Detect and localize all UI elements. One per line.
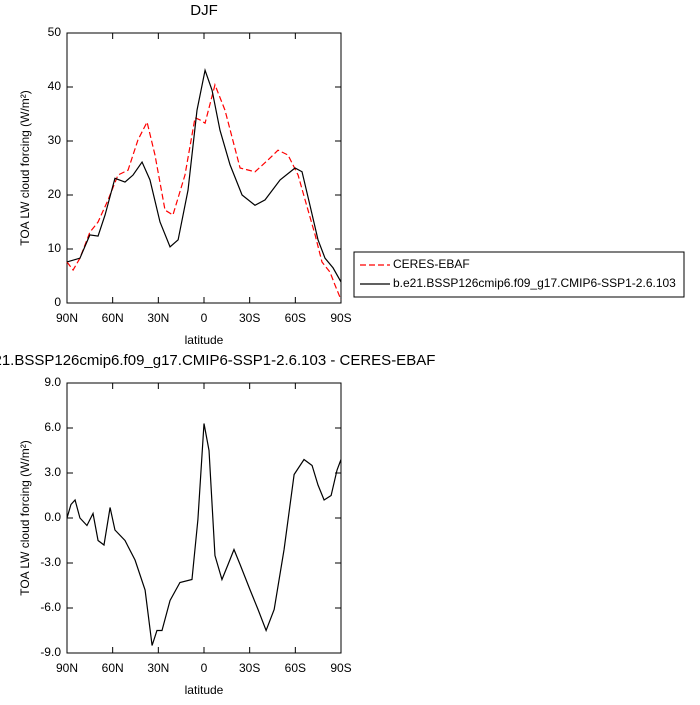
plot-frame bbox=[66, 32, 342, 304]
y-tick-label: 0 bbox=[54, 295, 61, 309]
data-line bbox=[66, 82, 342, 300]
x-axis-label: latitude bbox=[185, 683, 224, 697]
x-tick-label: 90N bbox=[56, 311, 78, 325]
x-tick-label: 60S bbox=[285, 661, 306, 675]
x-tick-label: 60N bbox=[102, 661, 124, 675]
x-tick-label: 90N bbox=[56, 661, 78, 675]
legend-label: b.e21.BSSP126cmip6.f09_g17.CMIP6-SSP1-2.… bbox=[393, 276, 676, 290]
x-tick-label: 30S bbox=[239, 661, 260, 675]
y-tick-label: 9.0 bbox=[44, 375, 61, 389]
x-tick-label: 60S bbox=[285, 311, 306, 325]
x-tick-label: 30N bbox=[147, 311, 169, 325]
y-tick-label: -9.0 bbox=[40, 645, 61, 659]
y-tick-label: -3.0 bbox=[40, 555, 61, 569]
x-axis-label: latitude bbox=[185, 333, 224, 347]
data-line bbox=[66, 68, 342, 283]
data-line bbox=[66, 423, 342, 646]
x-tick-label: 0 bbox=[201, 311, 208, 325]
x-tick-label: 90S bbox=[330, 311, 351, 325]
x-tick-label: 0 bbox=[201, 661, 208, 675]
legend-label: CERES-EBAF bbox=[393, 257, 470, 271]
y-tick-label: 40 bbox=[48, 79, 62, 93]
x-tick-label: 90S bbox=[330, 661, 351, 675]
legend-box bbox=[353, 251, 685, 298]
y-tick-label: 10 bbox=[48, 241, 62, 255]
y-tick-label: -6.0 bbox=[40, 600, 61, 614]
y-axis-label: TOA LW cloud forcing (W/m²) bbox=[18, 90, 32, 246]
y-tick-label: 30 bbox=[48, 133, 62, 147]
chart-title: b.e21.BSSP126cmip6.f09_g17.CMIP6-SSP1-2.… bbox=[0, 352, 435, 369]
x-tick-label: 60N bbox=[102, 311, 124, 325]
y-tick-label: 20 bbox=[48, 187, 62, 201]
chart-title: DJF bbox=[190, 2, 218, 19]
y-tick-label: 6.0 bbox=[44, 420, 61, 434]
y-tick-label: 0.0 bbox=[44, 510, 61, 524]
y-tick-label: 3.0 bbox=[44, 465, 61, 479]
x-tick-label: 30S bbox=[239, 311, 260, 325]
x-tick-label: 30N bbox=[147, 661, 169, 675]
y-axis-label: TOA LW cloud forcing (W/m²) bbox=[18, 440, 32, 596]
y-tick-label: 50 bbox=[48, 25, 62, 39]
